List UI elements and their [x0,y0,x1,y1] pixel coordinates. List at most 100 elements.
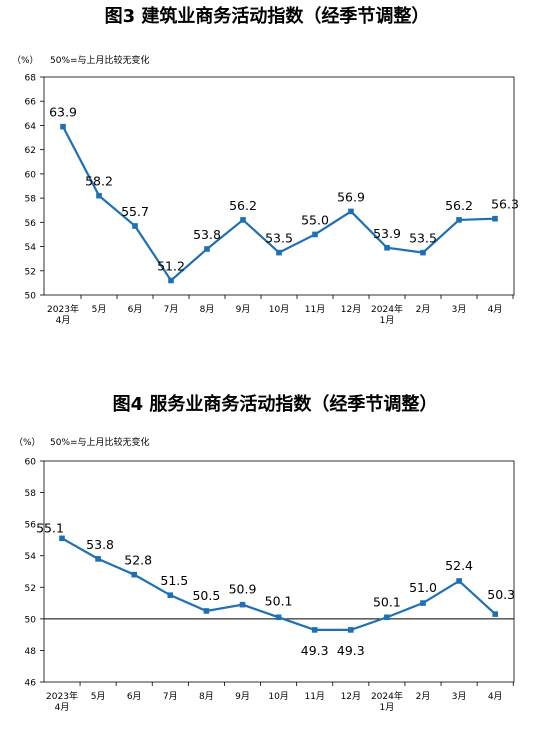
chart1-data-point [492,215,498,222]
chart2-xtick-label: 4月 [488,691,503,702]
chart2-data-label: 51.5 [160,573,188,588]
chart2-data-point [384,614,390,621]
chart1-xtick-label: 5月 [92,304,107,315]
chart1-ytick-label: 68 [25,74,37,84]
chart2-data-label: 50.1 [265,593,293,608]
chart2-data-point [203,608,210,614]
chart1-data-point [348,208,354,215]
chart2-ytick-label: 54 [25,552,37,562]
chart1-data-label: 56.3 [491,197,519,212]
chart2-xtick-label: 3月 [452,691,467,702]
chart1-xtick-label: 4月 [56,315,71,326]
chart1-data-label: 56.2 [445,198,473,213]
chart1-data-point [132,223,138,229]
chart1-note: 50%=与上月比较无变化 [50,54,150,66]
chart2-xtick-label: 12月 [341,691,361,702]
chart2-xtick-label: 7月 [163,691,178,702]
chart1-xtick-label: 2月 [416,304,431,315]
chart1-ytick-label: 50 [25,292,37,302]
chart1-xtick-label: 12月 [341,304,361,315]
chart1-xtick-label: 1月 [380,315,395,326]
chart1-xtick-label: 10月 [269,304,289,315]
chart2-ytick-label: 56 [25,521,37,531]
chart2-plot-frame [43,460,515,683]
chart2-data-label: 50.1 [373,594,401,609]
chart1-ytick-label: 52 [25,267,36,277]
chart2-data-point [311,627,318,633]
chart1-data-label: 53.8 [193,227,221,242]
chart2-data-label: 52.4 [445,558,473,573]
chart1-data-label: 55.7 [121,204,149,219]
chart2-ytick-label: 60 [25,458,37,468]
chart2-data-point [420,600,426,606]
chart1-data-point [60,123,66,130]
chart1-xtick-label: 6月 [128,304,143,315]
chart2-xtick-label: 9月 [235,691,250,702]
chart1-ytick-label: 62 [25,146,36,156]
chart2-xtick-label: 2023年 [46,690,78,702]
chart2-ytick-label: 48 [25,647,37,657]
chart1-xtick-label: 2024年 [371,303,403,315]
chart2-xtick-label: 6月 [127,691,142,702]
chart2-data-point [239,601,246,608]
chart1-data-label: 51.2 [157,258,185,273]
chart1-xtick-label: 3月 [452,304,467,315]
chart2-data-label: 55.1 [36,520,64,535]
chart1-xtick-label: 8月 [200,304,215,315]
chart1-data-label: 56.9 [337,189,365,204]
chart2-xtick-label: 2月 [416,691,431,702]
chart2-data-label: 50.9 [229,582,257,597]
chart2-ytick-label: 50 [25,615,37,625]
chart2-ytick-label: 46 [25,679,37,689]
chart2-data-point [456,578,462,584]
chart2-data-label: 50.5 [192,588,220,603]
chart2-data-point [95,556,101,562]
chart2-note: 50%=与上月比较无变化 [50,436,150,448]
chart1-xtick-label: 7月 [164,304,179,315]
chart1-data-point [456,217,462,223]
chart1-data-point [168,277,174,284]
chart1-data-label: 63.9 [49,105,77,120]
chart1-data-point [204,246,210,252]
chart2-data-point [167,592,174,598]
chart2-xtick-label: 2024年 [371,690,403,702]
chart1-xtick-label: 11月 [305,304,325,315]
chart1-data-point [384,244,390,251]
chart1-data-label: 53.5 [265,231,293,246]
chart2-xtick-label: 11月 [304,691,324,702]
chart1-ytick-label: 58 [25,195,37,205]
chart2-data-point [59,535,65,542]
chart2-title: 图4 服务业商务活动指数（经季节调整） [113,393,438,415]
chart2-xtick-label: 4月 [55,702,70,713]
chart2-xtick-label: 5月 [91,691,106,702]
chart1-xtick-label: 2023年 [47,303,79,315]
chart1-data-point [96,192,102,199]
chart1-unit-label: （%） [12,55,39,66]
chart2-xtick-label: 8月 [199,691,214,702]
chart2-data-label: 53.8 [86,537,114,552]
chart2-xtick-label: 10月 [268,691,288,702]
chart1-data-label: 53.5 [409,231,437,246]
chart2-data-label: 49.3 [337,643,365,658]
chart2-xtick-label: 1月 [380,702,395,713]
chart1-data-label: 56.2 [229,198,257,213]
chart1-data-label: 53.9 [373,226,401,241]
chart1-data-point [420,249,426,256]
chart1-xtick-label: 4月 [488,304,503,315]
chart2-ytick-label: 58 [25,489,37,499]
chart1-data-point [276,249,282,256]
chart1-xtick-label: 9月 [236,304,251,315]
chart2-data-point [131,571,137,578]
chart2-data-label: 50.3 [487,587,515,602]
chart1-title: 图3 建筑业商务活动指数（经季节调整） [105,5,430,27]
chart2-unit-label: （%） [14,437,41,448]
chart1-data-label: 58.2 [85,174,113,189]
chart2-data-point [275,614,282,621]
chart1-data-point [240,217,246,223]
chart2-data-point [348,627,354,633]
chart1-data-label: 55.0 [301,212,329,227]
chart2-data-point [492,611,498,617]
chart2-ytick-label: 52 [25,584,36,594]
chart2-data-label: 52.8 [124,553,152,568]
